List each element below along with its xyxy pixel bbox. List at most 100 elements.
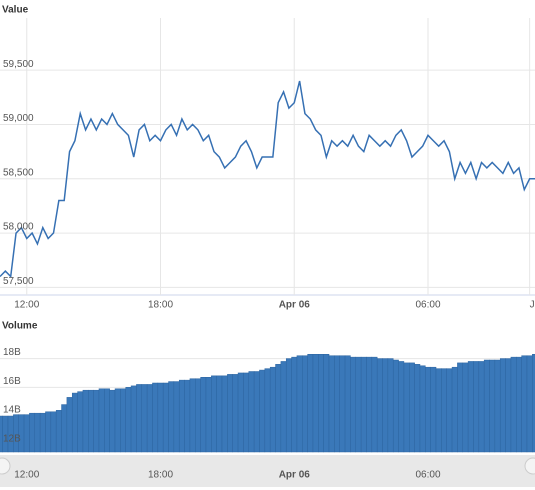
x-tick-label: 06:00 (415, 300, 440, 311)
volume-bar (344, 355, 351, 453)
volume-bar (23, 414, 30, 453)
volume-bar (243, 372, 250, 453)
volume-bar (451, 366, 458, 453)
volume-bar (125, 387, 132, 453)
volume-bar (88, 389, 94, 453)
volume-bar (130, 385, 137, 453)
volume-bar (162, 382, 169, 453)
panel-title: Volume (2, 321, 38, 332)
volume-bar (136, 384, 143, 453)
y-tick-label: 14B (3, 405, 21, 416)
volume-bar (328, 355, 335, 453)
volume-bar (318, 354, 324, 453)
volume-bar (382, 358, 389, 453)
volume-bar (55, 410, 62, 453)
y-tick-label: 12B (3, 433, 21, 444)
volume-bar (350, 356, 357, 453)
volume-bar (403, 362, 410, 453)
volume-bar (269, 366, 276, 453)
x-tick-label: 18:00 (148, 470, 173, 481)
y-tick-label: 58,500 (3, 167, 34, 178)
volume-bar (441, 368, 447, 453)
volume-bar (173, 381, 180, 453)
volume-bar (473, 361, 480, 453)
volume-bar (516, 356, 522, 453)
x-tick-label: 06:00 (415, 470, 440, 481)
volume-bar (291, 356, 298, 453)
volume-bar (532, 354, 535, 453)
value-line (0, 80, 535, 279)
volume-bar (71, 392, 78, 453)
volume-bar (296, 355, 303, 453)
volume-bar (227, 374, 233, 453)
volume-bar (152, 382, 159, 453)
volume-bar (109, 389, 116, 453)
volume-bar (39, 412, 46, 453)
volume-bar (98, 388, 105, 453)
volume-bar (360, 356, 367, 453)
volume-bar (211, 375, 217, 453)
volume-bar (505, 358, 512, 453)
volume-bar (387, 358, 394, 453)
volume-bar (200, 377, 207, 453)
volume-bar (467, 361, 474, 453)
volume-bar (494, 359, 501, 453)
volume-bar (29, 412, 36, 453)
volume-bar (77, 391, 84, 453)
x-tick-label: 12:00 (14, 470, 39, 481)
volume-bar (178, 379, 185, 453)
navigator (0, 455, 535, 487)
volume-bar (93, 389, 100, 453)
volume-bar (275, 364, 282, 453)
volume-bar (50, 411, 57, 453)
volume-bar (285, 358, 292, 453)
volume-bar (259, 369, 266, 453)
volume-bar (307, 354, 314, 453)
y-tick-label: 59,500 (3, 59, 34, 70)
volume-bar (376, 358, 383, 453)
volume-bar (334, 355, 340, 453)
volume-bar (253, 371, 260, 453)
volume-bar (409, 362, 415, 453)
volume-bar (141, 384, 148, 453)
volume-bar (120, 388, 126, 453)
volume-bar (499, 358, 506, 453)
volume-bar (414, 364, 421, 453)
volume-bar (435, 368, 442, 453)
volume-bar (114, 388, 121, 453)
volume-bar (510, 356, 517, 453)
volume-bar (446, 368, 453, 453)
volume-bar (521, 355, 528, 453)
volume-bar (339, 355, 346, 453)
volume-bar (526, 355, 533, 453)
volume-bar (264, 368, 271, 453)
y-tick-label: 18B (3, 347, 21, 358)
volume-bar (355, 356, 362, 453)
navigator-handle[interactable] (0, 457, 11, 475)
y-tick-label: 57,500 (3, 276, 34, 287)
volume-bar (489, 359, 496, 453)
volume-bar (82, 389, 89, 453)
volume-bar (195, 378, 201, 453)
volume-bar (457, 362, 464, 453)
volume-bar (419, 365, 426, 453)
x-tick-label: 18:00 (148, 300, 173, 311)
x-tick-label: 12:00 (14, 300, 39, 311)
volume-bar (462, 362, 469, 453)
volume-bar (425, 366, 431, 453)
volume-bar (34, 412, 41, 453)
y-tick-label: 16B (3, 376, 21, 387)
volume-bar (430, 366, 437, 453)
volume-bar (168, 381, 175, 453)
volume-bar (146, 384, 153, 453)
volume-bar (302, 355, 308, 453)
volume-bar (478, 361, 485, 453)
navigator-handle[interactable] (524, 457, 535, 475)
volume-bar (221, 375, 228, 453)
volume-bar (312, 354, 319, 453)
volume-bar (483, 359, 490, 453)
volume-bar (189, 378, 196, 453)
volume-bar (104, 388, 110, 453)
